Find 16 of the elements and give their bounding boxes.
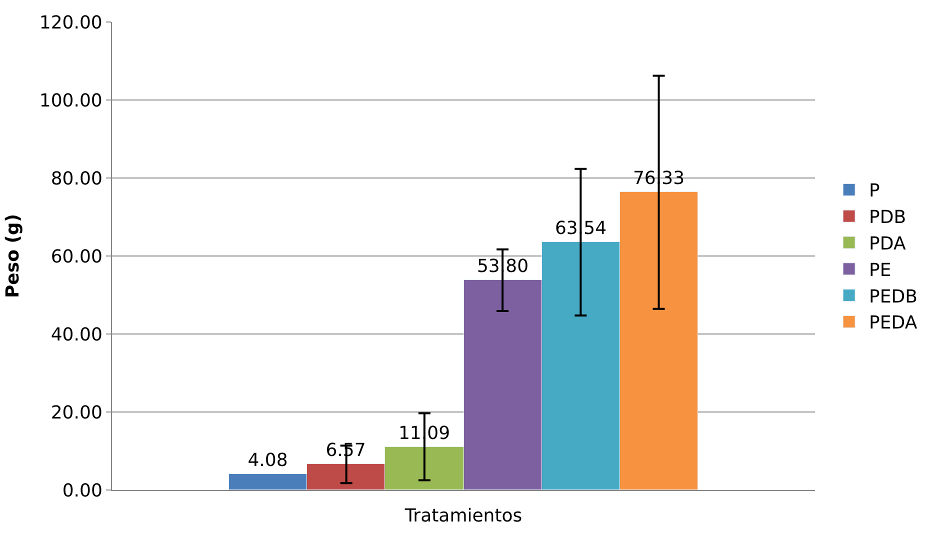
y-tick-label: 0.00: [62, 480, 102, 502]
x-axis-title: Tratamientos: [404, 506, 522, 527]
y-tick-label: 100.00: [39, 90, 102, 112]
legend-label: P: [869, 180, 880, 202]
legend-label: PDA: [869, 234, 906, 255]
y-tick-label: 60.00: [50, 246, 102, 268]
legend-label: PDB: [869, 207, 906, 228]
y-tick-label: 80.00: [50, 168, 102, 190]
legend-label: PEDA: [869, 312, 918, 334]
legend-label: PE: [869, 260, 892, 281]
y-tick-label: 120.00: [39, 12, 102, 34]
y-tick-label: 20.00: [50, 402, 102, 424]
data-label: 4.08: [248, 450, 288, 471]
legend-label: PEDB: [869, 286, 918, 308]
y-axis-title: Peso (g): [2, 214, 24, 298]
y-tick-label: 40.00: [50, 324, 102, 346]
